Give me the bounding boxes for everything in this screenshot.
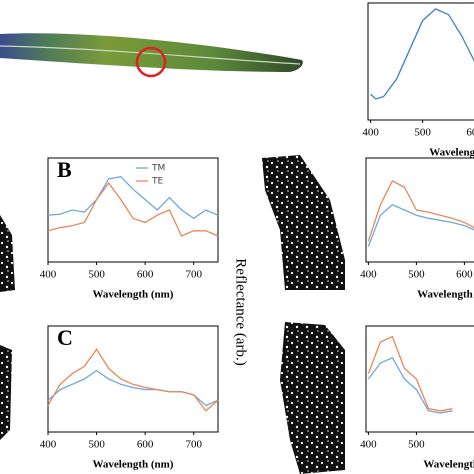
x-tick-label: 500: [408, 439, 425, 451]
series-line: [367, 179, 474, 242]
x-axis-label: Wavelength (nm): [93, 289, 174, 301]
series-line: [367, 356, 453, 414]
sem-images: [0, 155, 345, 474]
axes-frame: [365, 157, 474, 263]
x-tick-label: 700: [185, 269, 202, 281]
series-line: [367, 204, 474, 247]
panel-label: C: [57, 325, 73, 350]
x-axis-label: Wavelength (: [429, 147, 474, 159]
series-line: [370, 8, 474, 100]
x-tick-label: 500: [88, 439, 105, 451]
x-tick-label: 600: [137, 439, 154, 451]
axes-frame: [367, 2, 474, 121]
x-tick-label: 600: [466, 127, 474, 139]
x-tick-label: 500: [88, 269, 105, 281]
shared-y-label: Reflectance (arb.): [233, 258, 249, 365]
series-line: [47, 181, 219, 237]
legend-label: TM: [151, 164, 165, 174]
x-tick-label: 400: [360, 439, 377, 451]
x-tick-label: 500: [408, 269, 425, 281]
axes-frame: [365, 325, 474, 433]
x-tick-label: 600: [137, 269, 154, 281]
series-line: [367, 335, 453, 412]
x-tick-label: 700: [185, 439, 202, 451]
x-axis-label: Wavelength: [423, 459, 474, 471]
x-tick-label: 400: [40, 439, 57, 451]
x-tick-label: 400: [360, 269, 377, 281]
series-line: [47, 176, 219, 220]
x-axis-label: Wavelength (n: [417, 289, 474, 301]
x-tick-label: 400: [40, 269, 57, 281]
legend-label: TE: [151, 177, 163, 187]
series-line: [47, 369, 219, 407]
feather-photo: [0, 33, 303, 78]
x-tick-label: 400: [362, 127, 379, 139]
panel-label: B: [57, 157, 72, 182]
x-axis-label: Wavelength (nm): [93, 459, 174, 471]
x-tick-label: 500: [414, 127, 431, 139]
series-line: [47, 348, 219, 412]
x-tick-label: 600: [456, 269, 473, 281]
axes-frame: [47, 325, 219, 433]
axes-frame: [47, 157, 219, 263]
